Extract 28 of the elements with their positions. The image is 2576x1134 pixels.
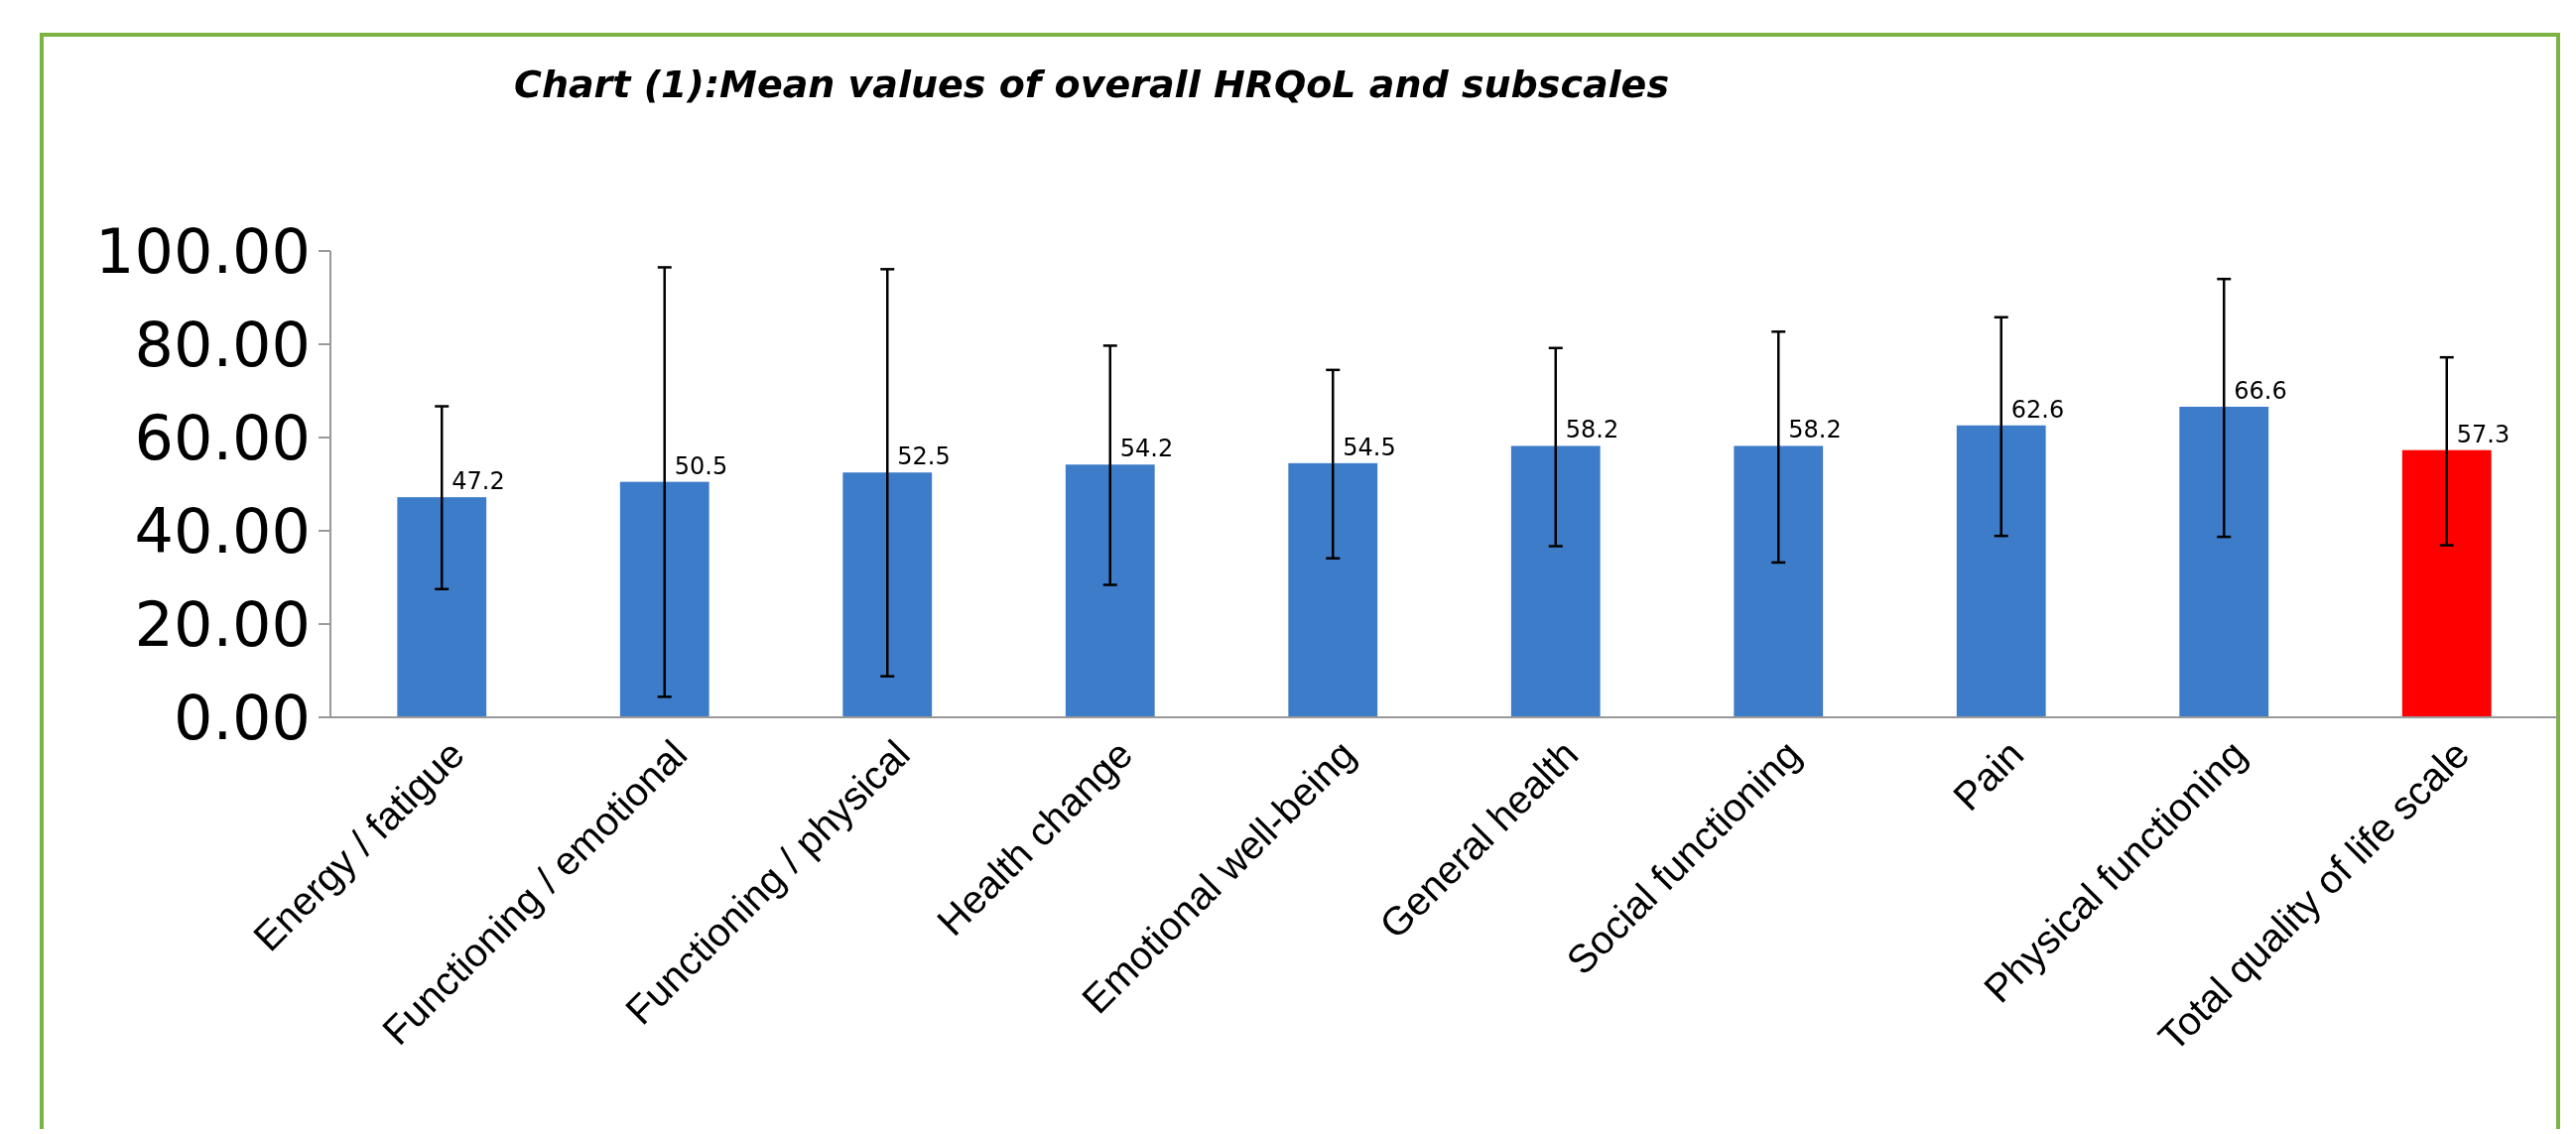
data-label: 58.2 — [1788, 416, 1842, 444]
y-tick-label: 80.00 — [134, 308, 311, 381]
x-tick-label: Pain — [1944, 731, 2032, 819]
data-label: 58.2 — [1565, 416, 1619, 444]
y-tick-label: 60.00 — [134, 401, 311, 474]
data-label: 47.2 — [451, 467, 505, 496]
y-tick-label: 100.00 — [95, 214, 311, 288]
bar — [619, 481, 709, 717]
bar — [397, 497, 487, 717]
data-label: 54.2 — [1119, 435, 1174, 463]
data-label: 62.6 — [2010, 395, 2065, 424]
data-label: 54.5 — [1343, 433, 1396, 461]
chart-title: Chart (1):Mean values of overall HRQoL and subscales — [514, 63, 1670, 106]
bar — [1734, 445, 1824, 717]
y-tick-label: 0.00 — [173, 681, 311, 754]
bar — [1065, 464, 1155, 717]
bar — [2179, 406, 2269, 717]
y-tick-label: 20.00 — [134, 587, 311, 661]
data-label: 50.5 — [674, 451, 728, 480]
data-label: 57.3 — [2456, 420, 2511, 448]
y-tick-label: 40.00 — [134, 494, 311, 567]
data-label: 66.6 — [2234, 376, 2287, 405]
bar — [1288, 462, 1378, 717]
bar — [2401, 449, 2492, 717]
bar — [1956, 425, 2046, 717]
bar — [1510, 445, 1601, 717]
data-label: 52.5 — [897, 442, 951, 471]
bar — [842, 472, 933, 717]
